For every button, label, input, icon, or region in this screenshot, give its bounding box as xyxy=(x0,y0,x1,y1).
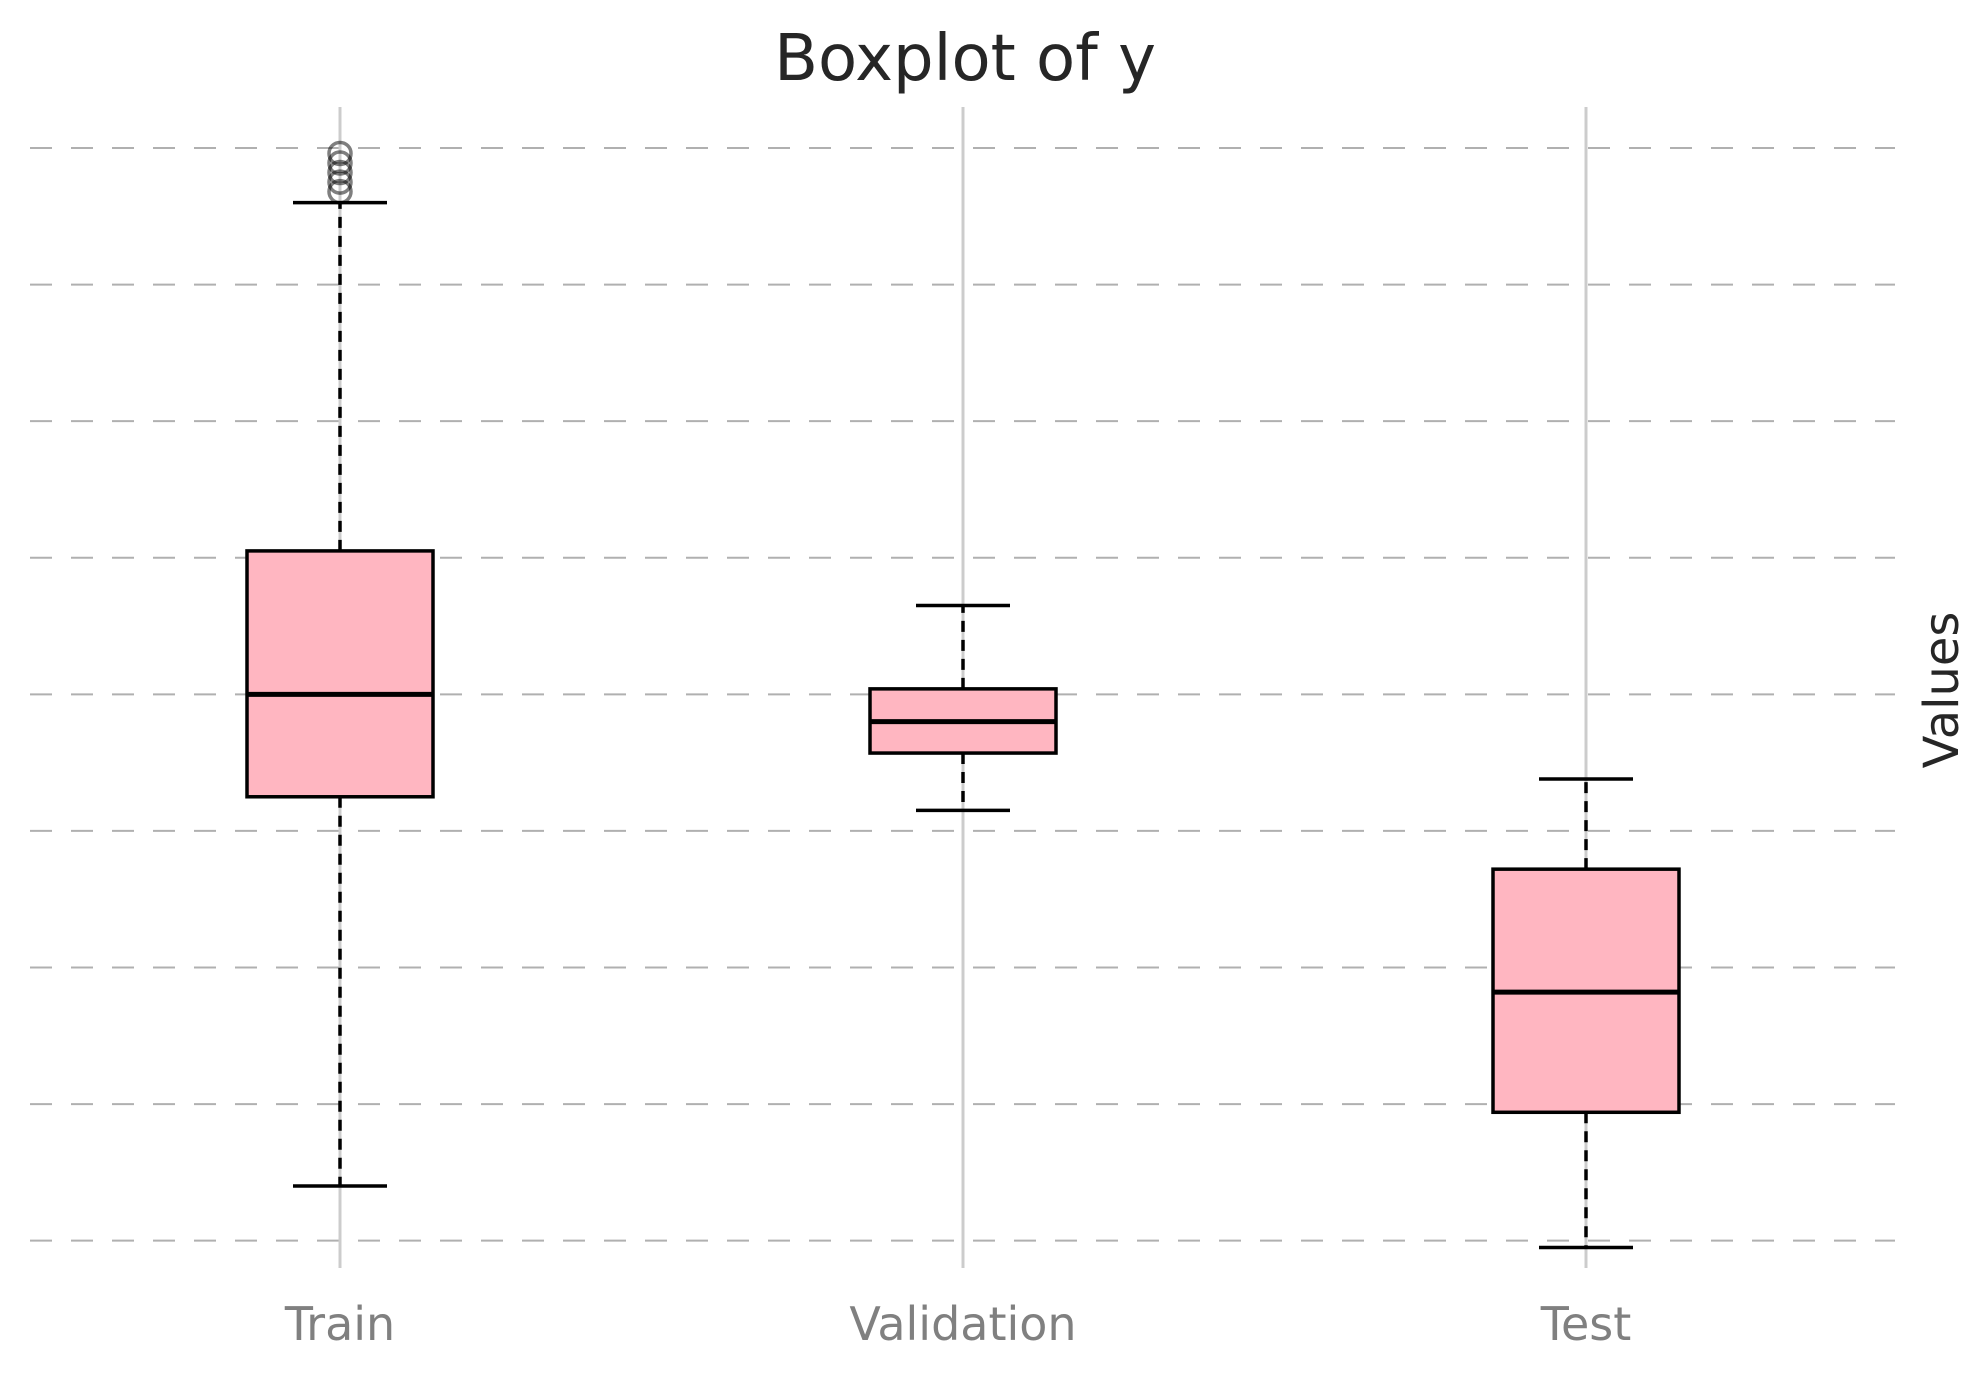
outlier-point xyxy=(327,150,353,176)
y-axis-label: Values xyxy=(1914,612,1970,769)
outlier-point xyxy=(327,159,353,186)
box-validation xyxy=(868,603,1058,813)
outlier-point xyxy=(327,140,353,167)
x-tick-label-validation: Validation xyxy=(849,1297,1076,1351)
outlier-point xyxy=(327,178,353,205)
box-train xyxy=(245,140,435,1188)
chart-title: Boxplot of y xyxy=(774,22,1156,96)
x-tick-label-test: Test xyxy=(1540,1297,1632,1351)
outlier-point xyxy=(327,169,353,195)
box-layer xyxy=(245,140,1681,1250)
x-tick-label-train: Train xyxy=(284,1297,395,1351)
box-test xyxy=(1491,777,1681,1250)
x-tick-labels: Train Validation Test xyxy=(284,1297,1631,1351)
iqr-box xyxy=(245,549,435,799)
